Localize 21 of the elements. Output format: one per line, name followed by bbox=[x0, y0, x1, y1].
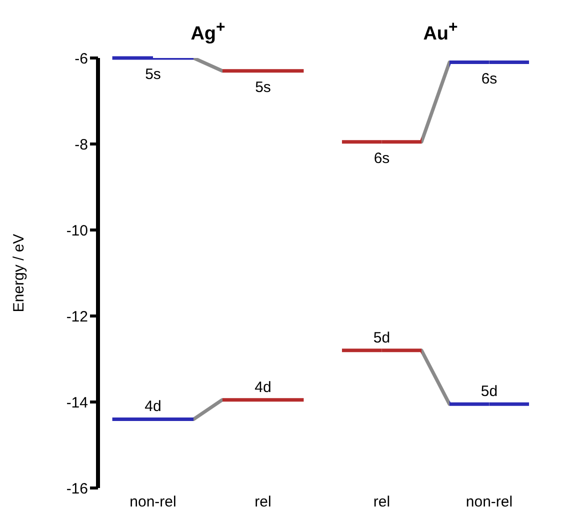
y-tick-label: -10 bbox=[66, 222, 88, 240]
x-tick-label: non-rel bbox=[130, 494, 176, 511]
y-tick-label: -12 bbox=[66, 308, 88, 326]
text: 5d bbox=[480, 383, 498, 400]
chart-title: Ag$^{+}$ bbox=[190, 18, 226, 46]
y-tick-label: -16 bbox=[66, 480, 88, 498]
series-label: 5s bbox=[145, 66, 161, 83]
y-tick-label: -6 bbox=[74, 50, 88, 68]
x-tick-label: non-rel bbox=[466, 494, 513, 511]
series-label: 5d bbox=[373, 329, 390, 346]
y-tick-label: -14 bbox=[66, 394, 88, 412]
series-label: 4d bbox=[144, 398, 162, 416]
y-axis-title: Energy / eV bbox=[10, 234, 28, 312]
x-tick-label: rel bbox=[373, 494, 390, 511]
chart-title: Au$^{+}$ bbox=[422, 18, 459, 46]
x-tick-label: rel bbox=[254, 494, 272, 511]
text: 4d bbox=[254, 378, 272, 396]
series-label: 6s bbox=[374, 150, 390, 167]
text: 5s bbox=[255, 78, 271, 96]
y-tick-label: -8 bbox=[74, 136, 88, 154]
text: 6s bbox=[481, 70, 498, 88]
